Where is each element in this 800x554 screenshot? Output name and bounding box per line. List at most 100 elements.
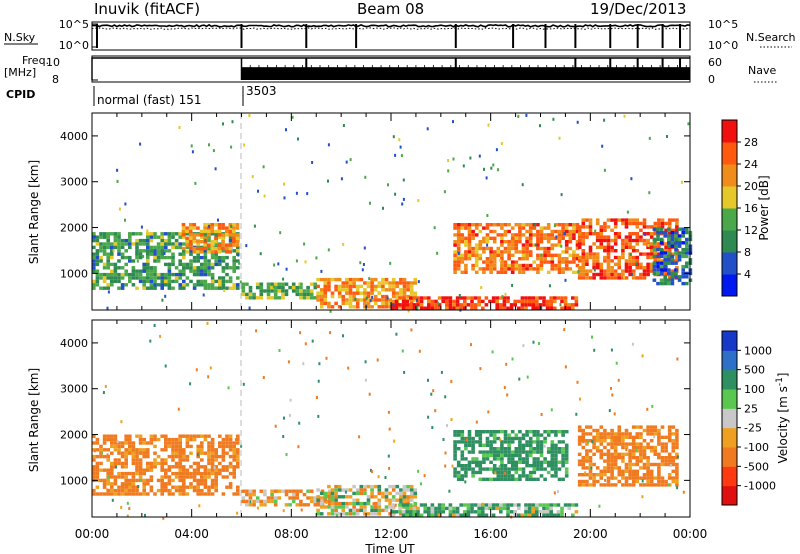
power-cells-cell xyxy=(681,227,685,231)
power-cells-cell xyxy=(510,226,515,230)
power-cells-cell xyxy=(606,272,611,277)
velocity-cells-cell xyxy=(518,467,522,471)
velocity-cells-cell xyxy=(478,470,483,475)
velocity-cells-cell xyxy=(667,428,672,433)
velocity-cells-cell xyxy=(381,491,385,496)
velocity-cells-cell xyxy=(460,440,465,444)
power-cells-cell xyxy=(674,234,678,238)
power-cells-cell xyxy=(624,225,629,229)
velocity-cells-cell xyxy=(546,433,551,437)
velocity-cells-cell xyxy=(377,508,382,513)
velocity-cells-cell xyxy=(492,450,497,454)
y-tick-label: 4000 xyxy=(60,130,88,143)
power-cells-cell xyxy=(538,303,543,307)
power-cells-cell xyxy=(164,279,168,284)
power-cells-cell xyxy=(131,232,136,236)
velocity-cells-speckle xyxy=(106,488,109,492)
power-cells-cell xyxy=(528,263,533,268)
velocity-cells-cell xyxy=(621,445,625,450)
power-cells-cell xyxy=(628,242,632,246)
power-cells-cell xyxy=(319,305,324,309)
velocity-cells-cell xyxy=(416,513,420,517)
velocity-cells-cell xyxy=(345,512,349,516)
power-cells-speckle xyxy=(593,268,596,272)
velocity-cells-cell xyxy=(174,488,179,493)
velocity-cells-cell xyxy=(110,441,114,445)
power-cells-cell xyxy=(110,232,114,236)
power-cells-cell xyxy=(345,291,349,295)
power-cells-speckle xyxy=(386,296,389,300)
velocity-cells-cell xyxy=(182,492,186,496)
power-cells-cell xyxy=(628,255,632,260)
velocity-cells-cell xyxy=(228,441,233,445)
velocity-cells-cell xyxy=(585,452,589,456)
velocity-cells-cell xyxy=(499,510,503,514)
power-cells-cell xyxy=(200,266,204,270)
power-cells-cell xyxy=(581,235,586,239)
velocity-cells-cell xyxy=(232,465,236,469)
velocity-cells-cell xyxy=(671,439,676,443)
power-cells-cell xyxy=(200,235,204,239)
velocity-cells-cell xyxy=(610,442,614,446)
power-cells-cell xyxy=(355,288,360,292)
colorbar-tick-label: 12 xyxy=(744,224,758,237)
power-cells-cell xyxy=(595,262,600,266)
power-cells-cell xyxy=(266,296,271,300)
velocity-cells-cell xyxy=(113,492,118,496)
power-cells-cell xyxy=(245,292,249,297)
power-cells-cell xyxy=(445,303,449,307)
power-cells-cell xyxy=(561,229,565,234)
power-cells-cell xyxy=(430,303,435,307)
velocity-cells-cell xyxy=(649,462,654,467)
velocity-cells-cell xyxy=(649,432,654,436)
power-cells-cell xyxy=(255,282,260,286)
velocity-cells-cell xyxy=(248,503,253,507)
velocity-cells-cell xyxy=(95,448,100,452)
power-cells-speckle xyxy=(223,289,226,293)
velocity-cells-cell xyxy=(189,475,193,479)
power-cells-cell xyxy=(664,245,668,249)
power-cells-cell xyxy=(153,272,157,277)
power-cells-cell xyxy=(341,288,346,292)
power-cells-cell xyxy=(99,259,103,263)
velocity-cells-cell xyxy=(610,483,614,487)
power-cells-cell xyxy=(500,260,504,264)
power-cells-cell xyxy=(352,294,356,299)
velocity-cells-cell xyxy=(196,471,200,476)
power-cells-cell xyxy=(210,279,215,284)
velocity-cells-cell xyxy=(521,443,526,447)
power-cells-cell xyxy=(460,270,465,274)
velocity-cells-cell xyxy=(525,443,529,447)
power-cells-speckle xyxy=(214,167,217,171)
velocity-cells-speckle xyxy=(641,354,644,358)
power-cells-cell xyxy=(524,299,528,304)
power-cells-speckle xyxy=(426,127,429,131)
power-cells-cell xyxy=(92,255,96,260)
velocity-cells-cell xyxy=(203,437,208,442)
velocity-cells-cell xyxy=(513,503,517,507)
power-cells-cell xyxy=(536,257,540,261)
power-cells-speckle xyxy=(279,231,282,235)
velocity-cells-cell xyxy=(549,503,553,507)
power-cells-cell xyxy=(621,276,625,280)
power-cells-cell xyxy=(330,277,335,282)
power-cells-cell xyxy=(677,251,682,255)
power-cells-cell xyxy=(210,229,215,234)
power-cells-cell xyxy=(363,305,367,309)
power-cells-cell xyxy=(185,262,190,267)
velocity-cells-cell xyxy=(370,505,374,509)
velocity-cells-speckle xyxy=(532,340,535,344)
power-cells-cell xyxy=(588,232,593,236)
power-cells-cell xyxy=(575,243,580,247)
velocity-cells-cell xyxy=(545,510,550,514)
power-cells-cell xyxy=(388,281,392,285)
power-cells-cell xyxy=(549,306,553,310)
velocity-cells-cell xyxy=(556,503,561,507)
power-cells-cell xyxy=(635,235,640,239)
velocity-cells-cell xyxy=(413,501,418,506)
velocity-cells-speckle xyxy=(487,410,490,414)
velocity-cells-cell xyxy=(518,430,522,434)
power-cells-cell xyxy=(409,284,414,289)
velocity-cells-cell xyxy=(525,453,529,458)
